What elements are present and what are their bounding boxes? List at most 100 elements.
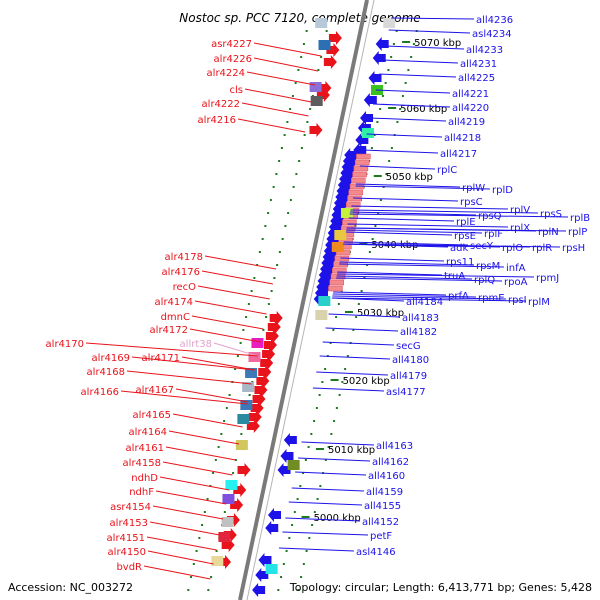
track-dot [338, 394, 341, 396]
rp-gene-block [328, 285, 343, 292]
left-gene-arrow [237, 463, 251, 477]
track-dot [298, 160, 301, 162]
right-callout-line [343, 241, 469, 246]
track-dot [363, 277, 366, 279]
gene-block [361, 128, 374, 138]
track-dot [212, 472, 215, 474]
right-gene-label: all4152 [362, 517, 399, 528]
left-gene-arrow [267, 320, 281, 334]
right-callout-line [363, 149, 439, 154]
track-dot [223, 420, 226, 422]
ruler-label: 5050 kbp [386, 172, 433, 183]
track-dot [302, 43, 305, 45]
track-dot [236, 355, 239, 357]
right-gene-label: all4225 [458, 73, 495, 84]
left-gene-label: dmnC [161, 312, 190, 323]
track-dot [376, 121, 379, 123]
left-gene-label: alr4174 [155, 297, 193, 308]
left-gene-label: alr4167 [136, 385, 174, 396]
left-gene-arrow [246, 419, 260, 433]
left-callout-line [147, 550, 214, 565]
track-dot [187, 589, 190, 591]
right-gene-label: all4231 [460, 59, 497, 70]
left-gene-label: alr4166 [81, 387, 119, 398]
track-dot [390, 56, 393, 58]
track-dot [267, 303, 270, 305]
right-callout-line [350, 211, 477, 216]
left-gene-arrow [328, 31, 342, 45]
track-dot [330, 433, 333, 435]
left-callout-line [244, 88, 312, 103]
track-dot [273, 277, 276, 279]
track-dot [313, 511, 316, 513]
ruler-label: 5070 kbp [414, 38, 461, 49]
right-gene-label: petF [370, 531, 392, 542]
right-gene-label: asl4177 [386, 387, 426, 398]
right-gene-arrow [363, 93, 377, 107]
rp-gene-block [348, 189, 364, 196]
left-callout-line [152, 505, 224, 520]
track-dot [324, 459, 327, 461]
left-gene-label: alr4161 [126, 443, 164, 454]
gene-block [331, 242, 344, 252]
right-gene-label: infA [506, 263, 526, 274]
right-callout-line [356, 183, 461, 188]
track-dot [381, 95, 384, 97]
track-dot [379, 199, 382, 201]
right-gene-label: rps11 [446, 257, 474, 268]
left-gene-label: alr4158 [123, 458, 161, 469]
track-dot [292, 186, 295, 188]
track-dot [307, 446, 310, 448]
gene-block [211, 556, 224, 566]
right-callout-line [336, 275, 473, 280]
genome-summary-text: Topology: circular; Length: 6,413,771 bp… [289, 581, 592, 594]
left-gene-label: asr4154 [110, 502, 151, 513]
track-dot [284, 225, 287, 227]
track-dot [352, 329, 355, 331]
left-callout-line [189, 328, 261, 343]
rp-gene-block [356, 153, 371, 160]
left-callout-line [246, 71, 316, 86]
track-dot [341, 381, 344, 383]
right-gene-label: all4220 [452, 103, 489, 114]
left-gene-label: alr4226 [214, 54, 252, 65]
right-gene-label: all4155 [364, 501, 401, 512]
rp-gene-block [342, 219, 357, 226]
gene-block [245, 368, 258, 378]
track-dot [327, 446, 330, 448]
track-dot [385, 173, 388, 175]
track-dot [303, 134, 306, 136]
right-gene-label: rplR [532, 243, 552, 254]
right-callout-line [347, 223, 509, 228]
left-callout-line [253, 42, 322, 57]
right-gene-label: all4217 [440, 149, 477, 160]
track-dot [357, 303, 360, 305]
rp-gene-block [352, 171, 367, 178]
left-gene-label: alr4164 [129, 427, 167, 438]
track-dot [311, 524, 314, 526]
track-dot [318, 394, 321, 396]
left-gene-label: alr4176 [162, 267, 200, 278]
gene-block [248, 352, 261, 362]
left-callout-line [131, 356, 255, 371]
track-dot [228, 394, 231, 396]
left-gene-label: ndhD [131, 473, 158, 484]
track-dot [264, 225, 267, 227]
track-dot [201, 524, 204, 526]
track-dot [289, 199, 292, 201]
left-gene-label: alr4178 [165, 252, 203, 263]
track-dot [313, 420, 316, 422]
track-dot [291, 524, 294, 526]
track-dot [210, 576, 213, 578]
right-callout-line [382, 59, 459, 64]
track-dot [304, 459, 307, 461]
gene-block [237, 414, 250, 424]
right-gene-label: rplP [568, 227, 587, 238]
left-callout-line [155, 490, 227, 505]
right-callout-line [336, 277, 503, 282]
right-gene-label: all4184 [406, 297, 443, 308]
right-gene-label: rpsI [508, 295, 527, 306]
gene-block [235, 440, 248, 450]
left-gene-label: alr4172 [150, 325, 188, 336]
track-dot [355, 316, 358, 318]
